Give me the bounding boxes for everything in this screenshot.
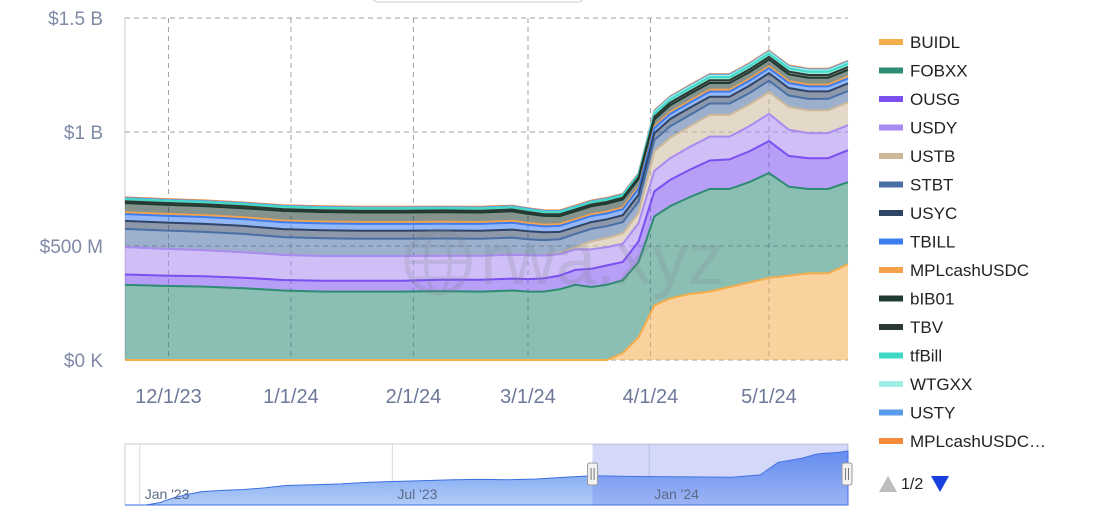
legend-item-mplcashusdc-[interactable]: MPLcashUSDC… [879, 432, 1046, 451]
legend-label: BUIDL [910, 33, 960, 52]
line-tbill [124, 66, 849, 228]
navigator-label: Jan '24 [654, 486, 699, 502]
legend-label: STBT [910, 176, 953, 195]
x-axis-labels: 12/1/23 1/1/24 2/1/24 3/1/24 4/1/24 5/1/24 [135, 386, 797, 408]
navigator: Jan '23 Jul '23 Jan '24 [124, 443, 853, 506]
area-usdy[interactable] [125, 113, 848, 281]
legend: BUIDL FOBXX OUSG USDY USTB STBT USYC TBILL MPLca… [879, 33, 1046, 451]
legend-label: FOBXX [910, 62, 968, 81]
legend-page-indicator: 1/2 [901, 476, 923, 493]
legend-item-wtgxx[interactable]: WTGXX [879, 375, 972, 394]
legend-label: tfBill [910, 347, 942, 366]
line-buidl [125, 263, 849, 361]
watermark: rwa.xyz [480, 220, 724, 300]
legend-label: USYC [910, 204, 957, 223]
legend-item-mplcashusdc[interactable]: MPLcashUSDC [879, 261, 1029, 280]
legend-label: bIB01 [910, 290, 954, 309]
legend-swatch [879, 324, 903, 330]
area-buidl[interactable] [125, 264, 848, 360]
legend-label: WTGXX [910, 375, 972, 394]
y-tick-label: $1.5 B [48, 9, 103, 30]
legend-label: MPLcashUSDC [910, 261, 1029, 280]
legend-swatch [879, 352, 903, 359]
page-up-icon[interactable] [879, 476, 897, 492]
legend-label: USTB [910, 147, 955, 166]
legend-swatch [879, 409, 903, 416]
x-tick-label: 2/1/24 [386, 386, 442, 408]
legend-swatch [879, 438, 903, 444]
legend-swatch [879, 96, 903, 102]
x-tick-label: 1/1/24 [263, 386, 319, 408]
legend-item-tbill[interactable]: TBILL [879, 233, 955, 252]
line-fobxx [124, 171, 849, 293]
legend-item-bib01[interactable]: bIB01 [879, 290, 954, 309]
legend-item-fobxx[interactable]: FOBXX [879, 62, 968, 81]
navigator-handle-right[interactable] [841, 462, 853, 486]
legend-label: USTY [910, 404, 955, 423]
y-tick-label: $1 B [64, 123, 103, 144]
legend-label: USDY [910, 119, 957, 138]
navigator-series [125, 450, 849, 506]
legend-swatch [879, 267, 903, 273]
legend-swatch [879, 67, 903, 74]
legend-swatch [879, 153, 903, 159]
watermark-globe-icon [404, 228, 472, 296]
legend-label: OUSG [910, 90, 960, 109]
line-ousg [124, 139, 849, 282]
navigator-handle-left[interactable] [587, 462, 599, 486]
legend-item-ustb[interactable]: USTB [879, 147, 955, 166]
line-mplcashusdc [124, 65, 849, 226]
y-tick-label: $0 K [64, 351, 103, 372]
x-tick-label: 12/1/23 [135, 386, 202, 408]
legend-item-buidl[interactable]: BUIDL [879, 33, 960, 52]
y-axis-labels: $0 K $500 M $1 B $1.5 B [40, 9, 104, 372]
line-stbt [124, 79, 849, 242]
navigator-label: Jan '23 [145, 486, 190, 502]
line-bib01 [124, 58, 849, 218]
legend-label: TBV [910, 318, 944, 337]
x-tick-label: 4/1/24 [623, 386, 679, 408]
legend-swatch [879, 39, 903, 45]
area-bib01[interactable] [125, 59, 848, 225]
line-tbv [124, 55, 849, 216]
legend-item-ousg[interactable]: OUSG [879, 90, 960, 109]
legend-swatch [879, 295, 903, 302]
legend-swatch [879, 210, 903, 216]
legend-item-tfbill[interactable]: tfBill [879, 347, 942, 366]
legend-item-stbt[interactable]: STBT [879, 176, 953, 195]
legend-swatch [879, 181, 903, 188]
y-tick-label: $500 M [40, 237, 103, 258]
line-usyc [124, 71, 849, 234]
page-down-icon[interactable] [931, 476, 949, 492]
legend-item-usdy[interactable]: USDY [879, 119, 957, 138]
line-tfbill [124, 52, 849, 214]
legend-swatch [879, 381, 903, 387]
legend-item-usty[interactable]: USTY [879, 404, 955, 423]
legend-pager: 1/2 [879, 476, 949, 493]
stacked-areas [124, 49, 849, 361]
x-tick-label: 3/1/24 [500, 386, 556, 408]
area-fobxx[interactable] [125, 173, 848, 360]
area-ustb[interactable] [125, 92, 848, 256]
navigator-selection[interactable] [592, 444, 848, 505]
legend-label: MPLcashUSDC… [910, 432, 1046, 451]
legend-swatch [879, 238, 903, 245]
legend-swatch [879, 124, 903, 131]
legend-item-usyc[interactable]: USYC [879, 204, 957, 223]
range-selector-edge[interactable] [372, 0, 584, 3]
line-usdy [124, 112, 849, 257]
legend-label: TBILL [910, 233, 955, 252]
area-stbt[interactable] [125, 80, 848, 256]
navigator-label: Jul '23 [397, 486, 437, 502]
legend-item-tbv[interactable]: TBV [879, 318, 944, 337]
x-tick-label: 5/1/24 [741, 386, 797, 408]
